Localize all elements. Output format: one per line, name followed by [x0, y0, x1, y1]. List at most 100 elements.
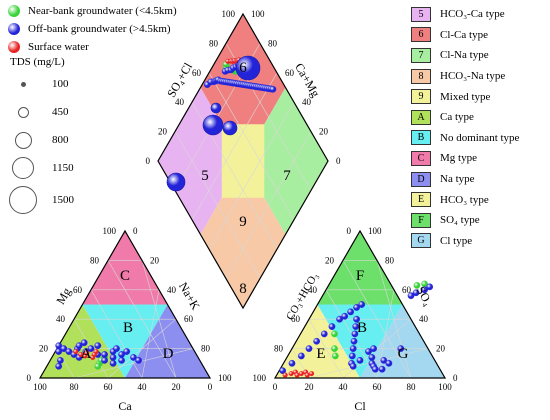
- type-row-C: C Mg type: [411, 148, 519, 169]
- tds-bubble: [202, 114, 224, 136]
- anion-point: [365, 348, 372, 355]
- type-row-7: 7 Cl-Na type: [411, 45, 519, 66]
- cation-mg-tick: 80: [90, 255, 100, 265]
- cation-point: [101, 357, 108, 364]
- cation-point: [101, 351, 108, 358]
- type-label-E: HCO₃ type: [440, 193, 489, 206]
- sample-group-legend: Near-bank groundwater (<4.5km) Off-bank …: [8, 2, 177, 56]
- cation-nak-tick: 40: [167, 285, 177, 295]
- anion-triangle: [273, 229, 447, 379]
- anion-point: [279, 367, 286, 374]
- cation-label-A: A: [81, 346, 92, 362]
- tds-value: 800: [52, 134, 69, 146]
- anion-point: [341, 312, 349, 320]
- cation-point: [94, 342, 102, 350]
- cation-mg-tick: 100: [103, 226, 117, 236]
- anion-point: [358, 301, 366, 308]
- tds-bubble: [222, 120, 238, 136]
- cation-region-D: [125, 304, 210, 378]
- cation-mg-tick: 40: [56, 314, 66, 324]
- cation-label-D: D: [163, 346, 174, 362]
- tds-value: 1500: [52, 194, 74, 206]
- surface-water-swatch: [8, 41, 20, 53]
- anion-so4-tick: 60: [402, 285, 412, 295]
- anion-point: [288, 359, 296, 367]
- cation-grid: [90, 289, 143, 379]
- anion-co3-tick: 100: [253, 373, 267, 383]
- cation-grid: [141, 260, 177, 379]
- type-code-A: A: [411, 109, 431, 125]
- cation-grid: [107, 318, 177, 379]
- anion-point: [412, 289, 420, 297]
- anion-point: [348, 352, 356, 360]
- anion-co3-tick: 80: [274, 344, 284, 354]
- anion-point: [350, 337, 358, 345]
- tds-value: 450: [52, 106, 69, 118]
- diamond: [157, 12, 329, 310]
- type-code-G: G: [411, 233, 431, 249]
- anion-cl-tick: 20: [305, 382, 315, 392]
- tds-symbol: [8, 81, 38, 87]
- anion-point: [304, 372, 310, 378]
- diamond-label-9: 9: [239, 214, 247, 230]
- type-label-B: No dominant type: [440, 131, 520, 144]
- cation-point: [94, 362, 102, 370]
- cation-point: [73, 348, 79, 355]
- type-row-9: 9 Mixed type: [411, 86, 519, 107]
- cation-point: [109, 354, 117, 361]
- tds-level-1500: 1500: [8, 182, 74, 218]
- type-row-B: B No dominant type: [411, 128, 519, 149]
- tds-symbol: [8, 131, 38, 149]
- cation-ca-tick: 0: [208, 382, 213, 392]
- cation-triangle: [38, 229, 212, 379]
- cation-point: [55, 362, 63, 370]
- type-row-E: E HCO₃ type: [411, 189, 519, 210]
- anion-region-B: [317, 304, 403, 378]
- type-label-5: HCO₃-Ca type: [440, 8, 505, 21]
- axis-title-so4cl: SO₄+Cl: [164, 60, 195, 100]
- diamond-label-7: 7: [283, 168, 291, 184]
- cation-point: [80, 339, 88, 347]
- anion-point: [331, 352, 339, 360]
- type-code-8: 8: [411, 68, 431, 84]
- tds-bubble: [235, 55, 261, 81]
- type-row-6: 6 Cl-Ca type: [411, 25, 519, 46]
- diamond-so4cl-tick: 40: [175, 97, 185, 107]
- anion-point: [407, 292, 415, 300]
- tds-legend: TDS (mg/L) 100 450 800 1150 1500: [8, 56, 74, 218]
- cation-point: [123, 348, 131, 355]
- anion-point: [371, 365, 379, 373]
- anion-point: [320, 330, 328, 338]
- diamond-camg-tick: 0: [336, 156, 341, 166]
- anion-point: [426, 283, 434, 291]
- anion-cl-tick: 0: [273, 382, 278, 392]
- tds-level-450: 450: [8, 98, 74, 126]
- type-label-8: HCO₃-Na type: [440, 70, 506, 83]
- cation-point: [84, 350, 90, 356]
- axis-title-camg: Ca+Mg: [292, 61, 323, 100]
- cation-label-C: C: [120, 268, 130, 284]
- anion-point: [297, 352, 305, 360]
- cation-ca-tick: 40: [138, 382, 148, 392]
- tds-symbol: [8, 186, 38, 214]
- type-row-5: 5 HCO₃-Ca type: [411, 4, 519, 25]
- anion-so4-tick: 20: [436, 344, 446, 354]
- anion-label-B: B: [357, 320, 367, 336]
- type-code-5: 5: [411, 6, 431, 22]
- tds-level-100: 100: [8, 70, 74, 98]
- axis-title-nak: Na+K: [176, 280, 203, 313]
- anion-point: [351, 330, 359, 338]
- type-label-C: Mg type: [440, 152, 477, 165]
- cation-nak-tick: 100: [218, 373, 232, 383]
- type-row-D: D Na type: [411, 169, 519, 190]
- tds-symbol: [8, 157, 38, 179]
- diamond-camg-tick: 40: [302, 97, 312, 107]
- anion-point: [413, 282, 421, 289]
- diamond-grid: [225, 131, 312, 279]
- cation-nak-tick: 0: [133, 226, 138, 236]
- anion-cl-tick: 100: [438, 382, 452, 392]
- type-label-F: SO₄ type: [440, 214, 480, 227]
- anion-point: [336, 315, 343, 323]
- diamond-region-9: [221, 124, 265, 198]
- tds-bubble: [166, 172, 186, 192]
